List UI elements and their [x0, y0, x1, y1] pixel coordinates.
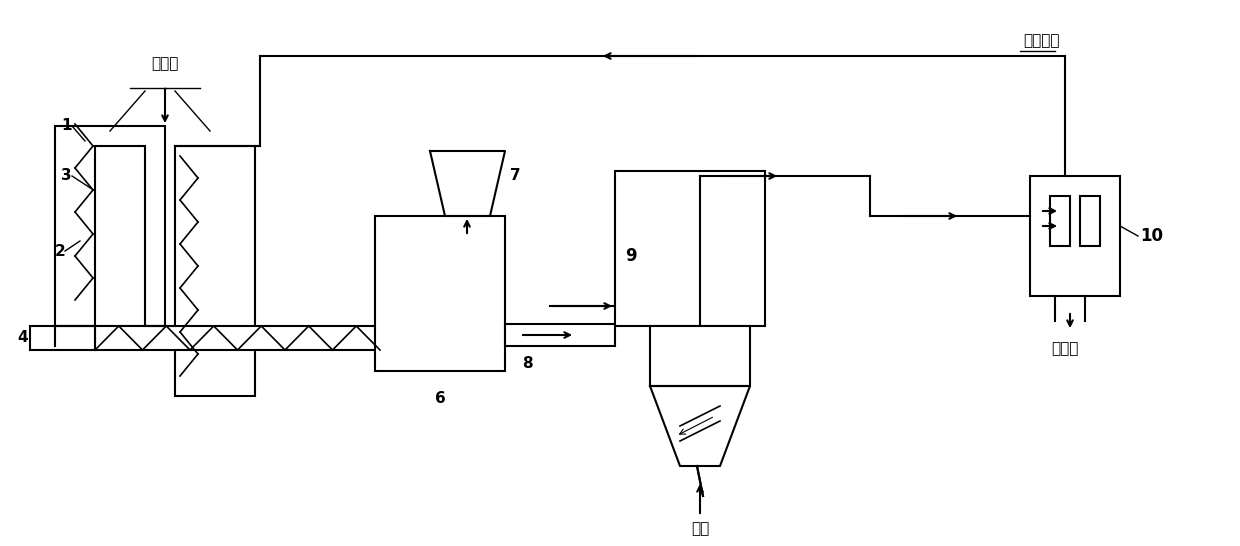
- Bar: [615, 171, 765, 326]
- Bar: [1050, 196, 1070, 246]
- Text: 8: 8: [522, 356, 532, 371]
- Text: 1: 1: [62, 118, 72, 134]
- Text: 不凝气体: 不凝气体: [1023, 33, 1060, 48]
- Text: 2: 2: [55, 244, 64, 258]
- Bar: [55, 126, 165, 326]
- Text: 7: 7: [510, 169, 521, 183]
- Bar: [95, 146, 145, 326]
- Bar: [30, 326, 95, 350]
- Text: 生物油: 生物油: [1052, 341, 1079, 356]
- Bar: [175, 146, 255, 396]
- Text: 投料口: 投料口: [151, 56, 179, 71]
- Text: 6: 6: [435, 391, 445, 406]
- Text: 4: 4: [17, 330, 29, 346]
- Bar: [95, 326, 379, 350]
- Bar: [1080, 196, 1100, 246]
- Text: 10: 10: [1140, 227, 1163, 245]
- Bar: [650, 326, 750, 386]
- Bar: [505, 324, 615, 346]
- Bar: [1030, 176, 1120, 296]
- Text: 氮气: 氮气: [691, 521, 709, 536]
- Text: 9: 9: [625, 247, 636, 265]
- Text: 3: 3: [61, 169, 72, 183]
- Bar: [374, 216, 505, 371]
